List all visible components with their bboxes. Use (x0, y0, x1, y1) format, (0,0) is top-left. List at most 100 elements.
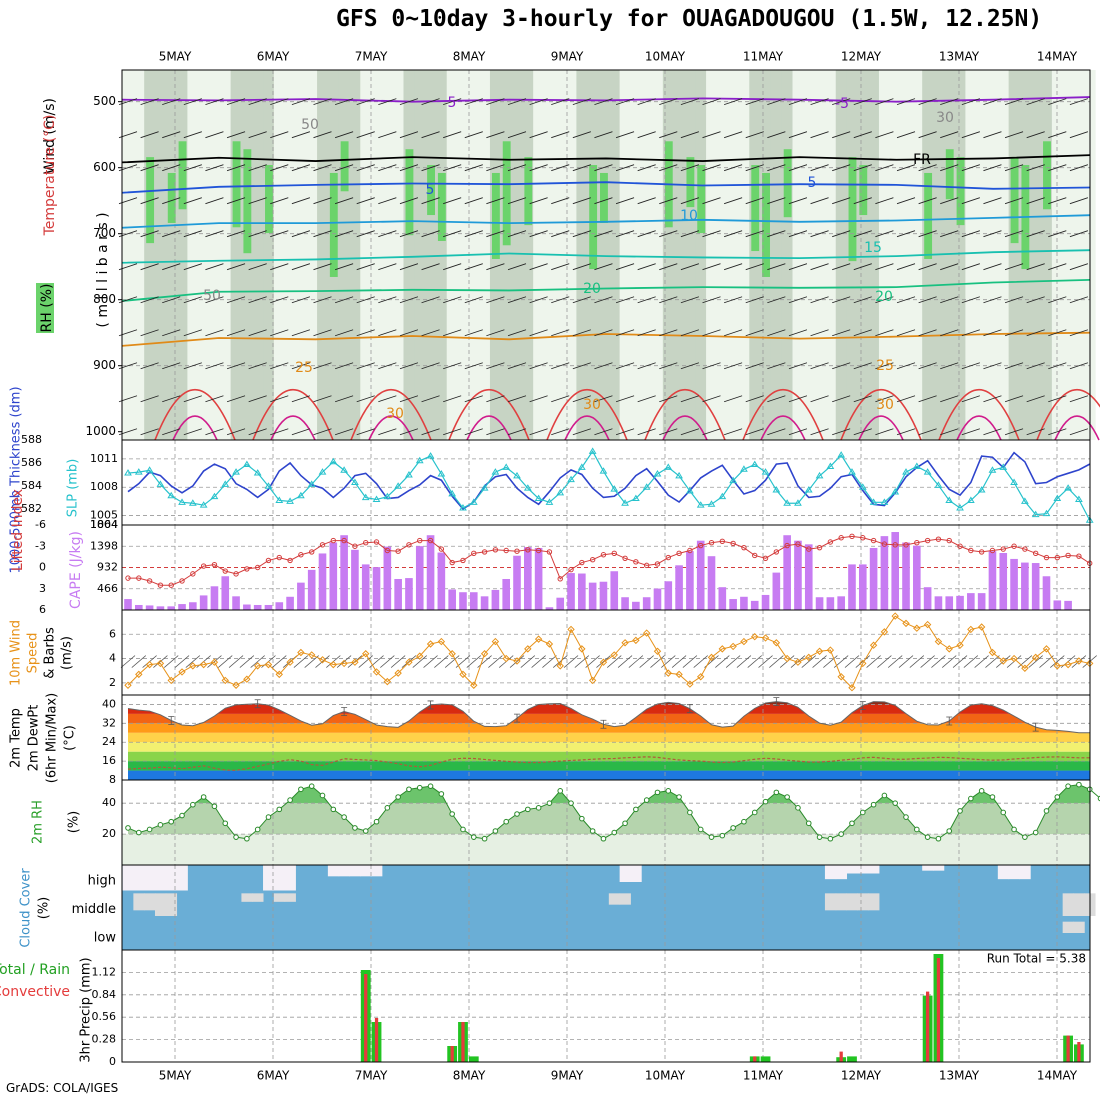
wind-barb (723, 395, 743, 403)
cloud-gap (252, 893, 264, 902)
precip-total-bar (760, 1056, 771, 1062)
wind-barb (637, 164, 656, 172)
wind-barb (356, 329, 375, 337)
cape-bar (437, 552, 446, 610)
wind-barb (464, 428, 483, 436)
lifted-index-point (244, 566, 250, 572)
slp-point (221, 480, 230, 487)
wind-barb (896, 197, 916, 205)
slp-point (696, 501, 705, 508)
wind-barb (615, 164, 635, 172)
rh-green-patch (859, 165, 868, 216)
rh-shade-column (522, 70, 534, 440)
contour-label: 20 (583, 281, 601, 297)
cloud-gap (133, 893, 145, 911)
wind-barb (162, 263, 181, 271)
cloud-gap (1073, 921, 1085, 933)
rh-shade-column (976, 70, 988, 440)
x-tick-bottom: 7MAY (355, 1069, 388, 1083)
rh2m-point (546, 800, 553, 806)
slp-point (880, 498, 889, 505)
surface-wind-barb (736, 655, 752, 668)
wind-barb (615, 197, 635, 205)
wind-barb (832, 197, 851, 205)
rh-shade-column (868, 70, 880, 440)
x-tick-top: 9MAY (551, 50, 584, 64)
cape-bar (491, 589, 500, 610)
rh2m-point (838, 831, 844, 837)
rh2m-point (438, 791, 445, 797)
cape-bar (686, 551, 694, 610)
wind-barb (464, 362, 483, 370)
surface-wind-barb (466, 655, 482, 668)
wind-barb (810, 329, 829, 337)
slp-point (307, 480, 316, 487)
wind-barb (270, 98, 289, 106)
rh-shade-column (381, 70, 394, 440)
wind-barb (940, 428, 959, 436)
rh-shade-column (317, 70, 329, 440)
wind-barb (248, 98, 267, 106)
wind-barb (1004, 230, 1024, 238)
rh-tick: 20 (102, 827, 116, 840)
cape-bar (1053, 600, 1062, 610)
slp-point (761, 468, 770, 475)
wind-barb (788, 362, 808, 370)
wind-barb (767, 164, 786, 172)
lifted-index-point (179, 578, 185, 584)
x-tick-top: 12MAY (841, 50, 882, 64)
wind-barb (334, 395, 354, 403)
wind-speed-point (642, 629, 651, 637)
rh-green-patch (502, 141, 511, 246)
wind-barb (486, 428, 505, 436)
contour-label: 5 (448, 95, 457, 111)
lifted-index-point (222, 568, 228, 574)
wind-barb (853, 98, 872, 106)
wind-barb (421, 98, 440, 106)
wind-barb (378, 362, 397, 370)
cloud-gap (619, 893, 631, 905)
temp-tick: 16 (102, 754, 116, 767)
wind-barb (832, 263, 851, 271)
pressure-tick: 900 (93, 358, 116, 372)
rh2m-point (449, 811, 455, 817)
wind-barb (399, 131, 419, 139)
wind-barb (248, 197, 267, 205)
cape-bar (913, 545, 921, 610)
cloud-gap (327, 865, 340, 877)
rh-shade-column (749, 70, 761, 440)
wind-barb (615, 428, 635, 436)
wind-barb (983, 197, 1002, 205)
slp-point (1042, 509, 1051, 517)
pressure-tick: 1000 (85, 424, 116, 438)
rh-shade-column (814, 70, 826, 440)
wind-barb (421, 164, 440, 172)
rh-shade-column (403, 70, 415, 440)
wind-barb (334, 131, 354, 139)
cloud-gap (932, 865, 945, 871)
lifted-index-point (600, 552, 607, 558)
rh-shade-column (824, 70, 837, 440)
cape-bar (599, 581, 608, 610)
wind-barb (745, 230, 764, 238)
rh-green-patch (945, 149, 954, 200)
slp-point (264, 482, 273, 489)
wind-barb (1026, 395, 1045, 403)
rh2m-point (697, 826, 704, 833)
slp-point (469, 498, 478, 505)
pressure-tick: 800 (93, 292, 116, 306)
rh2m-point (892, 800, 899, 806)
wind-barb (378, 395, 397, 403)
wind-barb (637, 263, 656, 271)
lifted-index-point (579, 559, 585, 566)
cape-bar (286, 596, 294, 610)
wind-barb (918, 296, 937, 304)
wind-barb (443, 230, 462, 238)
wind-barb (291, 98, 311, 106)
wind-barb (270, 197, 289, 205)
wind-speed-point (913, 624, 921, 632)
wind-barb (875, 428, 894, 436)
surface-wind-barb (520, 655, 536, 668)
wind-barb (832, 98, 851, 106)
contour-label: 10 (680, 208, 698, 224)
